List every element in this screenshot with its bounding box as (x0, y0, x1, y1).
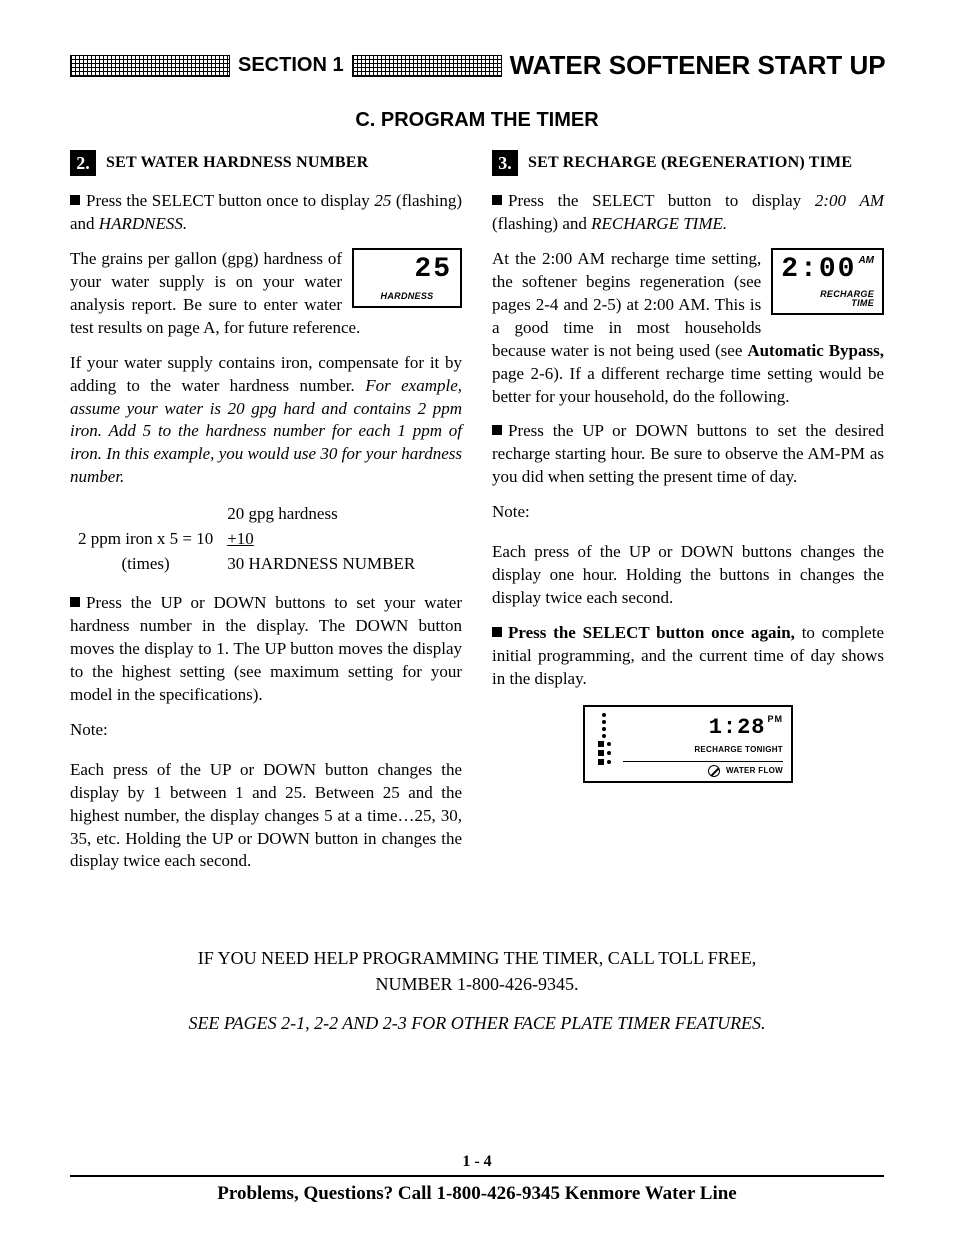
step-2-heading: 2. SET WATER HARDNESS NUMBER (70, 150, 462, 176)
two-column-body: 2. SET WATER HARDNESS NUMBER Press the S… (70, 150, 884, 885)
subheading: C. PROGRAM THE TIMER (70, 109, 884, 132)
text: Press the SELECT button to display (508, 191, 815, 210)
led-icon (607, 742, 611, 746)
left-para-5: Each press of the UP or DOWN button chan… (70, 759, 462, 874)
text: (flashing) and (492, 214, 591, 233)
page-header: SECTION 1 WATER SOFTENER START UP (70, 50, 884, 81)
step-3-heading: 3. SET RECHARGE (REGENERATION) TIME (492, 150, 884, 176)
right-para-4: Each press of the UP or DOWN buttons cha… (492, 541, 884, 610)
display-label: HARDNESS (362, 290, 452, 302)
left-para-4: Press the UP or DOWN buttons to set your… (70, 592, 462, 707)
led-icon (602, 720, 606, 724)
help-block: IF YOU NEED HELP PROGRAMMING THE TIMER, … (70, 945, 884, 1035)
left-column: 2. SET WATER HARDNESS NUMBER Press the S… (70, 150, 462, 885)
calc-cell: 2 ppm iron x 5 = 10 (72, 528, 219, 551)
panel-bottom: WATER FLOW (623, 761, 783, 777)
help-line-2: NUMBER 1-800-426-9345. (70, 971, 884, 997)
footer-rule (70, 1175, 884, 1177)
bullet-icon (492, 627, 502, 637)
panel-subtitle: RECHARGE TONIGHT (623, 745, 783, 756)
display-label: RECHARGE TIME (781, 290, 874, 309)
led-icon (598, 741, 604, 747)
text-italic: 25 (374, 191, 391, 210)
text: Press the UP or DOWN buttons to set your… (70, 593, 462, 704)
led-icon (607, 760, 611, 764)
right-column: 3. SET RECHARGE (REGENERATION) TIME Pres… (492, 150, 884, 885)
text: page 2-6). If a different recharge time … (492, 364, 884, 406)
text: At the 2:00 AM recharge time setting, th… (492, 249, 761, 360)
right-para-3: Press the UP or DOWN buttons to set the … (492, 420, 884, 489)
section-label: SECTION 1 (238, 54, 344, 77)
step-number-box: 3. (492, 150, 518, 176)
led-icon (602, 727, 606, 731)
left-para-3: If your water supply contains iron, comp… (70, 352, 462, 490)
text-italic: 2:00 AM (815, 191, 884, 210)
bullet-icon (492, 195, 502, 205)
text: Press the UP or DOWN buttons to set the … (492, 421, 884, 486)
see-pages-note: SEE PAGES 2-1, 2-2 AND 2-3 FOR OTHER FAC… (70, 1010, 884, 1036)
page-number: 1 - 4 (70, 1153, 884, 1171)
step-title: SET WATER HARDNESS NUMBER (106, 152, 368, 174)
page-footer: 1 - 4 Problems, Questions? Call 1-800-42… (70, 1153, 884, 1205)
time-value: 2:00 (781, 254, 856, 285)
calc-cell: 30 HARDNESS NUMBER (221, 553, 421, 576)
panel-leds (593, 713, 615, 777)
text-italic: RECHARGE TIME. (591, 214, 727, 233)
display-value: 25 (362, 256, 452, 284)
calc-cell: 20 gpg hardness (221, 503, 421, 526)
recharge-display-figure: 2:00AM RECHARGE TIME (771, 248, 884, 315)
text-bold: Automatic Bypass, (747, 341, 884, 360)
led-row (598, 750, 611, 756)
manual-page: SECTION 1 WATER SOFTENER START UP C. PRO… (0, 0, 954, 1235)
step-number-box: 2. (70, 150, 96, 176)
no-water-icon (708, 765, 720, 777)
led-icon (602, 713, 606, 717)
text-italic: HARDNESS. (99, 214, 187, 233)
ampm-label: AM (858, 255, 874, 266)
led-row (598, 741, 611, 747)
right-para-1: Press the SELECT button to display 2:00 … (492, 190, 884, 236)
help-line-1: IF YOU NEED HELP PROGRAMMING THE TIMER, … (70, 945, 884, 971)
footer-text: Problems, Questions? Call 1-800-426-9345… (70, 1183, 884, 1205)
timer-panel-figure: 1:28PM RECHARGE TONIGHT WATER FLOW (583, 705, 793, 783)
calc-cell: (times) (72, 553, 219, 576)
step-title: SET RECHARGE (REGENERATION) TIME (528, 152, 852, 174)
page-title: WATER SOFTENER START UP (510, 50, 886, 81)
led-icon (602, 734, 606, 738)
hardness-display-figure: 25 HARDNESS (352, 248, 462, 308)
led-row (598, 759, 611, 765)
led-icon (607, 751, 611, 755)
led-icon (598, 759, 604, 765)
left-para-1: Press the SELECT button once to display … (70, 190, 462, 236)
decorative-hatch-right (352, 55, 502, 77)
calc-cell: +10 (221, 528, 421, 551)
note-label: Note: (492, 501, 884, 524)
panel-display: 1:28PM RECHARGE TONIGHT WATER FLOW (623, 713, 783, 777)
right-para-5: Press the SELECT button once again, to c… (492, 622, 884, 691)
bullet-icon (492, 425, 502, 435)
hardness-calculation: 20 gpg hardness 2 ppm iron x 5 = 10 +10 … (70, 501, 423, 578)
bullet-icon (70, 597, 80, 607)
decorative-hatch-left (70, 55, 230, 77)
note-label: Note: (70, 719, 462, 742)
panel-time: 1:28PM (623, 713, 783, 743)
bullet-icon (70, 195, 80, 205)
text: Press the SELECT button once to display (86, 191, 374, 210)
panel-bottom-label: WATER FLOW (726, 766, 783, 777)
led-icon (598, 750, 604, 756)
display-value: 2:00AM (781, 256, 874, 284)
text-bold: Press the SELECT button once again, (508, 623, 795, 642)
